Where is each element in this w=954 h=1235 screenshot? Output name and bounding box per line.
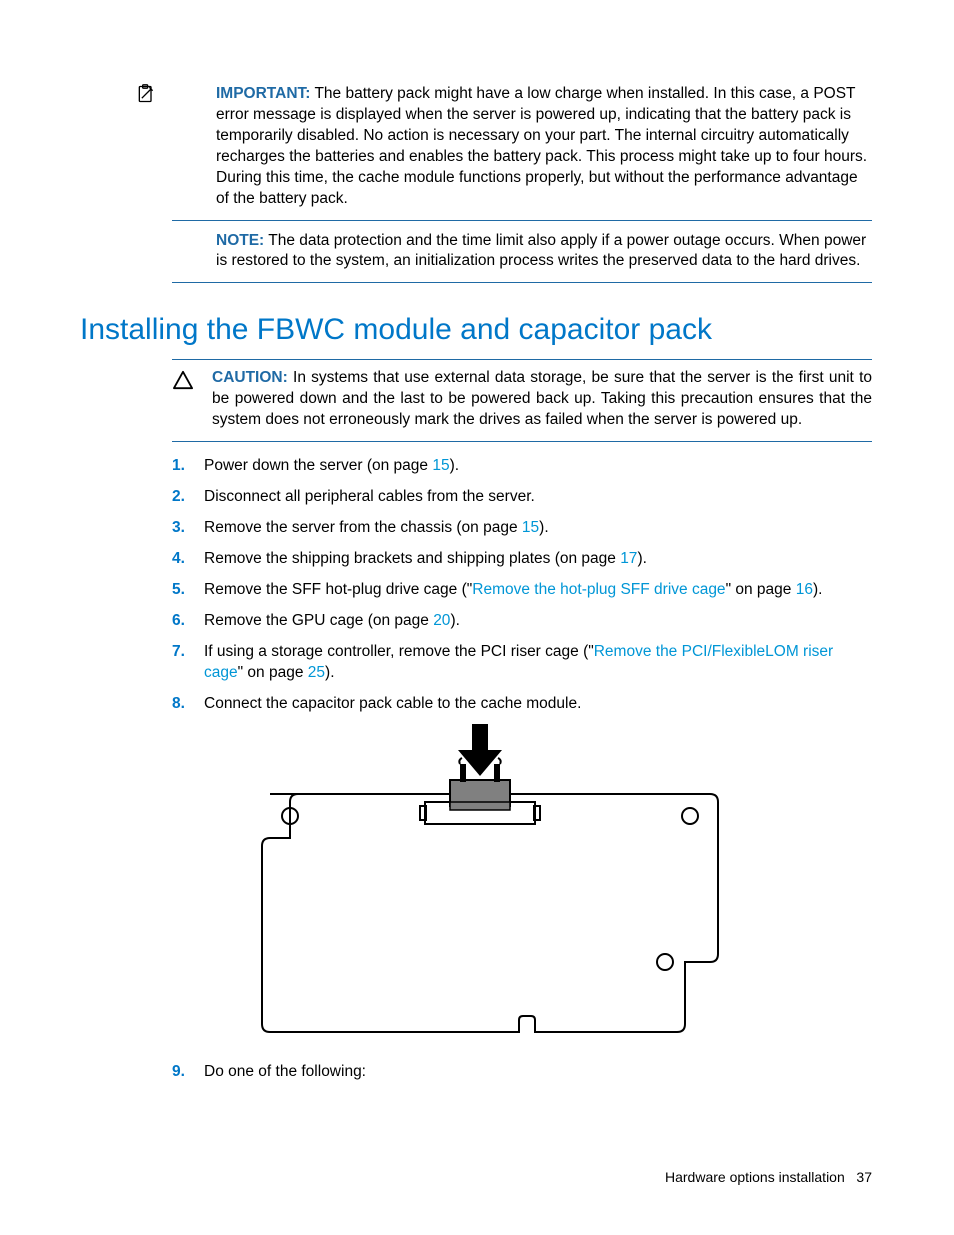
caution-text: CAUTION: In systems that use external da… [212,368,872,431]
step-7: If using a storage controller, remove th… [172,642,872,684]
caution-body-text: In systems that use external data storag… [212,369,872,428]
section-heading: Installing the FBWC module and capacitor… [80,313,872,347]
link-page-17[interactable]: 17 [620,550,637,567]
note-text: NOTE: The data protection and the time l… [216,231,872,273]
important-body: The battery pack might have a low charge… [216,85,867,207]
link-page-20[interactable]: 20 [433,612,450,629]
important-label: IMPORTANT: [216,85,310,102]
capacitor-diagram [108,724,872,1044]
caution-callout: CAUTION: In systems that use external da… [172,359,872,442]
footer-text: Hardware options installation [665,1169,845,1185]
link-page-15a[interactable]: 15 [432,457,449,474]
important-text: IMPORTANT: The battery pack might have a… [216,84,872,210]
note-label: NOTE: [216,232,264,249]
link-page-25[interactable]: 25 [308,664,325,681]
note-callout: NOTE: The data protection and the time l… [172,225,872,284]
step-1: Power down the server (on page 15). [172,456,872,477]
footer-page: 37 [856,1169,872,1185]
link-page-16[interactable]: 16 [796,581,813,598]
step-6: Remove the GPU cage (on page 20). [172,611,872,632]
step-3: Remove the server from the chassis (on p… [172,518,872,539]
clipboard-icon [136,84,156,109]
important-callout: IMPORTANT: The battery pack might have a… [172,78,872,221]
caution-label: CAUTION: [212,369,288,386]
step-9: Do one of the following: [172,1062,872,1083]
link-page-15b[interactable]: 15 [522,519,539,536]
note-body: The data protection and the time limit a… [216,232,866,270]
step-5: Remove the SFF hot-plug drive cage ("Rem… [172,580,872,601]
steps-list: Power down the server (on page 15). Disc… [172,456,872,714]
step-8: Connect the capacitor pack cable to the … [172,694,872,715]
step-4: Remove the shipping brackets and shippin… [172,549,872,570]
steps-list-cont: Do one of the following: [172,1062,872,1083]
page-footer: Hardware options installation 37 [665,1169,872,1185]
link-remove-sff[interactable]: Remove the hot-plug SFF drive cage [472,581,725,598]
step-2: Disconnect all peripheral cables from th… [172,487,872,508]
caution-icon [172,368,212,390]
